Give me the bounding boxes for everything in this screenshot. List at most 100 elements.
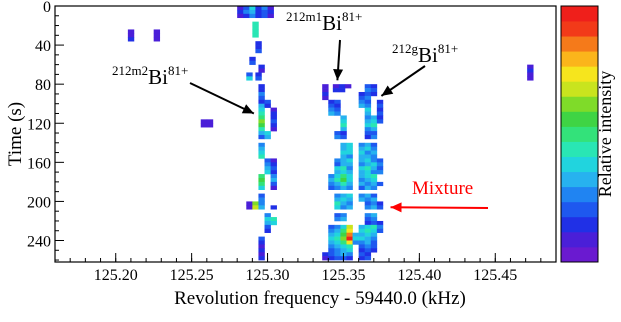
heatmap-cell	[258, 115, 265, 120]
heatmap-cell	[332, 84, 340, 89]
heatmap-cell	[258, 181, 265, 187]
heatmap-cell	[334, 158, 341, 163]
heatmap-cell	[237, 6, 244, 11]
heatmap-cell	[258, 91, 265, 97]
heatmap-cell	[364, 248, 372, 253]
heatmap-cell	[346, 193, 353, 198]
heatmap-cell	[127, 29, 135, 34]
heatmap-cell	[352, 232, 359, 237]
heatmap-cell	[346, 185, 353, 190]
heatmap-cell	[340, 240, 347, 245]
heatmap-cell	[258, 111, 265, 116]
heatmap-cell	[346, 201, 353, 206]
heatmap-cell	[364, 252, 372, 257]
heatmap-cell	[338, 84, 346, 89]
x-tick-label: 125.40	[397, 267, 441, 284]
heatmap-cell	[328, 232, 335, 237]
heatmap-cell	[358, 91, 366, 97]
isotope-charge: 81+	[342, 9, 362, 24]
y-tick-label: 0	[43, 0, 51, 16]
heatmap-cell	[255, 13, 262, 19]
heatmap-cell	[334, 240, 341, 245]
heatmap-cell	[334, 236, 341, 241]
colorbar-swatch	[561, 126, 598, 142]
heatmap-cell	[258, 154, 265, 159]
heatmap-cell	[334, 197, 341, 202]
heatmap-cell	[328, 103, 335, 108]
heatmap-cell	[370, 146, 378, 151]
heatmap-cell	[334, 256, 341, 261]
heatmap-cell	[340, 205, 347, 210]
heatmap-cell	[340, 131, 347, 136]
heatmap-cell	[358, 103, 366, 108]
heatmap-cell	[346, 170, 353, 175]
annotation-arrow	[333, 39, 344, 81]
heatmap-cell	[370, 166, 378, 171]
heatmap-cell	[334, 205, 341, 210]
heatmap-cell	[252, 21, 259, 26]
heatmap-cell	[364, 174, 372, 179]
heatmap-cell	[334, 193, 341, 198]
heatmap-cell	[346, 177, 353, 183]
heatmap-cell	[370, 228, 378, 233]
heatmap-cell	[270, 174, 277, 179]
heatmap-cell	[376, 158, 384, 163]
colorbar-frame	[560, 5, 599, 263]
heatmap-cell	[370, 205, 378, 210]
heatmap-cell	[264, 134, 271, 140]
heatmap-cell	[376, 201, 384, 206]
heatmap-cell	[346, 256, 353, 261]
isotope-charge: 81+	[438, 41, 458, 56]
isotope-mass: 212g	[392, 41, 419, 56]
heatmap-cell	[358, 232, 366, 237]
heatmap-cell	[370, 154, 378, 159]
heatmap-cell	[258, 252, 265, 257]
heatmap-cell	[340, 201, 347, 206]
heatmap-cell	[376, 99, 384, 105]
colorbar-swatch	[561, 81, 598, 97]
heatmap-cell	[370, 197, 378, 202]
heatmap-cell	[127, 33, 135, 38]
heatmap-cell	[340, 170, 347, 175]
heatmap-cell	[340, 181, 347, 187]
heatmap-cell	[376, 205, 384, 210]
heatmap-cell	[249, 6, 256, 11]
heatmap-cell	[340, 119, 347, 124]
heatmap-cell	[328, 107, 335, 112]
annotations: 212m2Bi81+212m1Bi81+212gBi81+Mixture	[112, 9, 489, 213]
heatmap-cell	[243, 6, 250, 11]
heatmap-cell	[376, 107, 384, 112]
heatmap-cell	[364, 84, 372, 89]
heatmap-cell	[338, 88, 346, 93]
heatmap-cell	[370, 244, 378, 249]
heatmap-cell	[340, 185, 347, 190]
heatmap-cell	[127, 37, 135, 42]
heatmap-cell	[334, 99, 341, 105]
heatmap-cell	[270, 205, 277, 210]
heatmap-cell	[328, 256, 335, 261]
heatmap-cell	[376, 166, 384, 171]
arrow-head	[390, 202, 402, 213]
y-tick-label: 160	[27, 155, 51, 172]
heatmap-cell	[364, 185, 372, 190]
heatmap-cell	[358, 197, 366, 202]
heatmap-cell	[334, 213, 341, 218]
heatmap-cell	[364, 127, 372, 132]
heatmap-cell	[364, 197, 372, 202]
colorbar-swatch	[561, 201, 598, 218]
heatmap-cell	[340, 154, 347, 159]
heatmap-cell	[334, 162, 341, 167]
heatmap-cell	[258, 150, 265, 155]
heatmap-cell	[270, 107, 277, 112]
plot-frame	[54, 5, 557, 263]
heatmap-cell	[346, 166, 353, 171]
arrow-head	[333, 68, 344, 81]
heatmap-cell	[364, 201, 372, 206]
heatmap-cell	[370, 224, 378, 230]
heatmap-cell	[358, 174, 366, 179]
y-tick-label: 240	[27, 234, 51, 251]
heatmap-cell	[334, 134, 341, 140]
heatmap-cell	[358, 99, 366, 105]
heatmap-cell	[370, 170, 378, 175]
y-tick-label: 200	[27, 194, 51, 211]
